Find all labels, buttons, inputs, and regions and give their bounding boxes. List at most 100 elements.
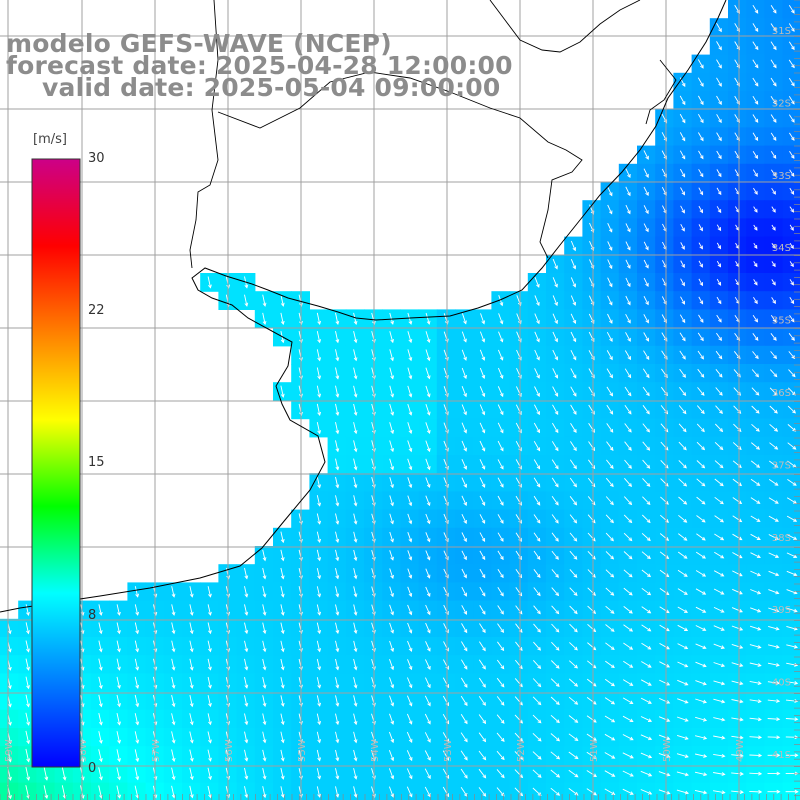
wind-arrow-shaft [171,658,175,670]
wind-arrow-shaft [425,440,431,452]
wind-arrow-head [774,518,779,522]
wind-arrow-head [754,336,759,341]
wind-arrow-shaft [698,278,703,286]
wind-arrow-head [353,411,358,416]
wind-arrow-shaft [716,260,721,267]
wind-arrow-shaft [407,622,412,633]
wind-arrow-head [408,629,413,634]
wind-arrow-shaft [770,5,777,14]
wind-arrow-shaft [677,698,688,704]
wind-arrow-shaft [659,697,670,704]
wind-arrow-shaft [788,23,795,32]
wind-arrow-head [794,681,799,685]
longitude-label: 49W [735,739,746,762]
wind-arrow-head [517,302,522,307]
wind-arrow-head [427,665,431,671]
wind-arrow-head [390,702,395,707]
wind-arrow-head [647,682,652,686]
wind-arrow-head [335,739,340,744]
wind-arrow-head [681,137,686,142]
wind-arrow-head [171,757,176,763]
wind-arrow-shaft [388,786,394,797]
wind-arrow-head [171,794,176,799]
wind-arrow-head [463,374,467,380]
wind-arrow-shaft [335,549,339,561]
wind-arrow-head [408,320,413,325]
wind-arrow-head [572,247,577,252]
wind-arrow-shaft [497,623,504,633]
wind-arrow-head [262,684,267,689]
wind-arrow-shaft [677,661,688,668]
wind-arrow-shaft [731,790,744,793]
wind-arrow-head [775,554,780,559]
wind-arrow-shaft [604,770,615,777]
wind-arrow-head [427,775,431,780]
wind-arrow-shaft [715,387,723,396]
wind-arrow-head [226,593,231,598]
wind-arrow-shaft [407,440,412,452]
wind-arrow-shaft [207,695,211,707]
latitude-label: 38S [772,533,791,544]
wind-arrow-head [26,630,30,635]
wind-arrow-shaft [679,150,686,159]
wind-arrow-head [609,338,613,343]
wind-arrow-shaft [262,604,266,616]
wind-arrow-shaft [676,734,689,740]
wind-arrow-head [353,556,358,562]
wind-arrow-head [536,302,540,307]
wind-arrow-shaft [660,423,669,432]
wind-arrow-shaft [696,533,706,541]
wind-arrow-head [463,683,468,688]
wind-arrow-shaft [715,405,723,414]
wind-arrow-head [554,356,559,361]
wind-arrow-head [754,136,759,142]
wind-arrow-head [573,555,578,560]
wind-arrow-shaft [769,423,778,432]
wind-arrow-shaft [714,441,724,450]
wind-arrow-shaft [424,713,431,724]
wind-arrow-shaft [134,604,139,616]
wind-arrow-head [208,721,212,726]
wind-arrow-shaft [713,735,725,739]
wind-arrow-head [171,776,176,781]
wind-arrow-head [791,100,795,105]
wind-arrow-head [244,284,249,289]
wind-arrow-head [226,757,231,762]
field-cell [691,782,711,800]
wind-arrow-shaft [787,460,797,468]
wind-arrow-head [772,244,776,249]
wind-arrow-head [628,573,633,578]
wind-arrow-shaft [280,658,284,670]
wind-arrow-head [189,794,194,799]
wind-arrow-shaft [713,790,725,794]
wind-arrow-shaft [716,242,721,249]
wind-arrow-shaft [749,680,761,685]
field-cell [436,782,456,800]
wind-arrow-shaft [569,605,578,614]
wind-arrow-shaft [751,442,760,450]
wind-arrow-shaft [676,716,689,722]
wind-arrow-head [353,720,358,726]
colorbar-tick-15: 15 [88,455,105,470]
wind-arrow-shaft [552,368,558,379]
wind-arrow-shaft [605,642,615,650]
wind-arrow-head [684,736,689,740]
wind-arrow-head [794,717,799,722]
wind-arrow-head [189,666,194,671]
wind-arrow-shaft [625,223,631,232]
wind-arrow-shaft [552,422,559,433]
wind-arrow-head [645,155,649,160]
wind-arrow-shaft [461,495,467,506]
wind-arrow-shaft [770,59,777,68]
wind-arrow-shaft [750,460,760,468]
wind-arrow-head [573,519,578,524]
wind-arrow-shaft [98,640,102,652]
wind-arrow-head [372,666,376,671]
wind-arrow-head [645,210,649,215]
wind-arrow-shaft [514,696,523,706]
wind-arrow-shaft [679,332,686,341]
wind-arrow-shaft [479,422,485,433]
wind-arrow-head [702,627,707,631]
wind-arrow-head [699,137,704,142]
wind-arrow-shaft [680,187,685,195]
